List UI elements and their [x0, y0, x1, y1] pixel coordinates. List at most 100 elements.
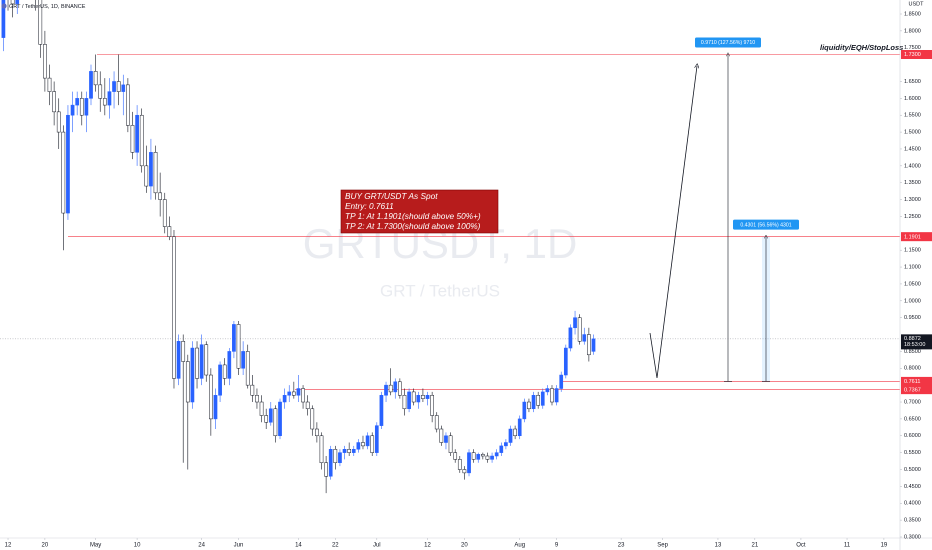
candle-body: [190, 347, 195, 403]
y-tick-label: 0.7000: [904, 399, 921, 405]
candle-body: [116, 81, 121, 92]
candle-body: [144, 165, 149, 187]
candle-body: [310, 408, 315, 430]
candle-body: [236, 324, 241, 369]
candle-body: [499, 445, 504, 453]
candle-body: [167, 226, 172, 237]
x-tick-label: 12: [5, 543, 12, 549]
x-tick-label: 9: [555, 543, 559, 549]
y-tick-label: 0.3000: [904, 534, 921, 540]
candle-body: [209, 374, 213, 420]
candle-body: [121, 84, 126, 92]
candle-body: [421, 395, 425, 399]
y-tick-label: 0.5000: [904, 467, 921, 473]
level-label-box: [901, 49, 932, 59]
y-tick-label: 1.3000: [904, 197, 921, 203]
y-tick-label: 0.8000: [904, 366, 921, 372]
candle-body: [102, 98, 107, 106]
candle-body: [536, 395, 541, 406]
candle-body: [384, 384, 388, 396]
level-label: 1.7300: [904, 52, 921, 58]
candle-body: [241, 351, 245, 369]
candle-body: [425, 395, 430, 399]
symbol-title: GRT / TetherUS, 1D, BINANCE: [9, 4, 86, 10]
candle-body: [89, 71, 93, 99]
candle-body: [93, 71, 98, 86]
y-tick-label: 1.2500: [904, 214, 921, 220]
current-price-box: [901, 334, 932, 350]
candle-body: [374, 425, 379, 453]
candle-body: [494, 452, 499, 457]
candle-body: [365, 435, 370, 447]
y-tick-label: 1.5500: [904, 113, 921, 119]
candle-body: [47, 77, 52, 92]
x-tick-label: 22: [332, 543, 339, 549]
candle-body: [591, 338, 596, 352]
x-tick-label: May: [90, 543, 101, 549]
level-label: 1.1901: [904, 234, 921, 240]
candle-body: [213, 395, 218, 420]
candle-body: [545, 388, 550, 393]
candle-body: [52, 91, 56, 113]
candle-body: [550, 388, 554, 403]
candle-body: [130, 125, 135, 153]
candle-body: [135, 114, 139, 153]
candle-body: [568, 327, 573, 349]
y-axis-label: USDT: [909, 1, 925, 7]
candle-body: [61, 131, 66, 214]
candle-body: [264, 415, 269, 423]
y-tick-label: 1.7500: [904, 45, 921, 51]
y-tick-label: 1.4000: [904, 163, 921, 169]
candle-body: [379, 395, 384, 426]
symbol-icon: [1, 3, 7, 9]
candle-body: [467, 452, 471, 474]
measure-label-box: [733, 219, 799, 230]
y-tick-label: 1.6000: [904, 96, 921, 102]
x-tick-label: Jul: [373, 543, 381, 549]
x-tick-label: 23: [618, 543, 625, 549]
candle-body: [582, 334, 587, 342]
candle-body: [315, 428, 319, 437]
candle-body: [416, 395, 421, 403]
plot-area: [0, 0, 900, 494]
level-label-box: [901, 376, 932, 386]
y-tick-label: 1.0500: [904, 281, 921, 287]
candle-body: [259, 401, 264, 416]
y-tick-label: 0.9500: [904, 315, 921, 321]
candle-body: [112, 81, 116, 92]
candle-body: [319, 435, 324, 464]
candle-body: [43, 44, 47, 79]
candle-body: [407, 391, 411, 410]
note: liquidity/EQH/StopLoss: [820, 43, 903, 52]
candle-body: [84, 98, 89, 116]
candle-body: [98, 84, 103, 99]
candle-body: [153, 152, 158, 194]
candle-body: [204, 344, 209, 376]
x-tick-label: 14: [295, 543, 302, 549]
candle-body: [393, 381, 398, 393]
signal-line: TP 2: At 1.7300(should above 100%): [345, 221, 481, 231]
y-tick-label: 1.0000: [904, 298, 921, 304]
measure-label: 0.9710 (127.56%) 9710: [701, 40, 755, 46]
candle-body: [356, 442, 361, 450]
candle-body: [305, 401, 310, 410]
x-tick-label: 10: [134, 543, 141, 549]
candle-body: [324, 462, 328, 477]
candle-body: [195, 347, 199, 379]
candle-body: [577, 317, 582, 342]
x-tick-label: Oct: [796, 543, 806, 549]
candle-body: [573, 317, 577, 329]
current-price-label: 0.8872: [904, 336, 921, 342]
candle-body: [513, 428, 517, 437]
x-tick-label: 20: [461, 543, 468, 549]
x-tick-label: Aug: [514, 543, 525, 549]
candle-body: [480, 454, 485, 457]
candle-body: [531, 395, 536, 410]
candle-body: [439, 428, 444, 443]
candle-body: [434, 415, 439, 430]
level-label: 0.7611: [904, 379, 920, 385]
candle-body: [66, 114, 70, 214]
candle-body: [70, 104, 75, 116]
